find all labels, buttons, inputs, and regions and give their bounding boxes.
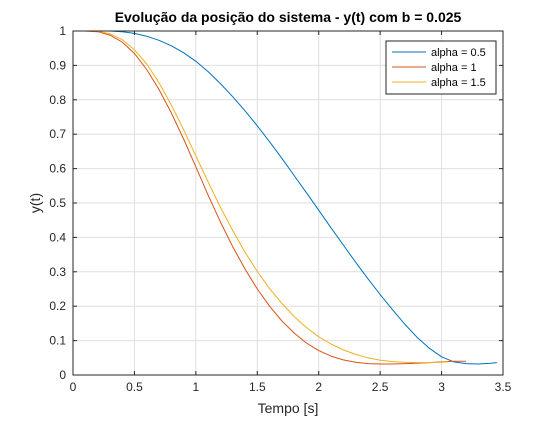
legend-entry: alpha = 1.5 (431, 77, 486, 89)
series-line-3 (73, 30, 448, 364)
x-tick-label: 1.5 (249, 380, 266, 394)
y-tick-label: 0.6 (49, 162, 66, 176)
y-axis-label: y(t) (27, 193, 43, 213)
y-tick-label: 0.2 (49, 299, 66, 313)
x-tick-label: 2 (315, 380, 322, 394)
x-tick-label: 0.5 (126, 380, 143, 394)
y-tick-label: 0.3 (49, 265, 66, 279)
series-line-1 (73, 30, 497, 365)
y-tick-label: 0.9 (49, 58, 66, 72)
legend: alpha = 0.5 alpha = 1 alpha = 1.5 (385, 40, 497, 95)
x-tick-label: 1 (193, 380, 200, 394)
y-tick-label: 0 (59, 368, 66, 382)
y-tick-label: 0.8 (49, 93, 66, 107)
x-tick-label: 0 (70, 380, 77, 394)
x-axis-label: Tempo [s] (258, 400, 319, 416)
series-lines (73, 30, 497, 365)
y-tick-label: 1 (59, 24, 66, 38)
legend-entry: alpha = 1 (431, 62, 477, 74)
x-tick-label: 2.5 (372, 380, 389, 394)
x-tick-label: 3.5 (495, 380, 512, 394)
axis-ticks: 0 0.5 1 1.5 2 2.5 3 3.5 0 0.1 0.2 0.3 0.4 0.5 0.6 0.7 0.… (49, 24, 511, 394)
y-tick-label: 0.5 (49, 196, 66, 210)
y-tick-label: 0.4 (49, 230, 66, 244)
legend-entry: alpha = 0.5 (431, 47, 486, 59)
y-tick-label: 0.7 (49, 127, 66, 141)
x-tick-label: 3 (438, 380, 445, 394)
chart-title: Evolução da posição do sistema - y(t) co… (115, 9, 462, 25)
series-line-2 (73, 30, 467, 365)
y-tick-label: 0.1 (49, 334, 66, 348)
